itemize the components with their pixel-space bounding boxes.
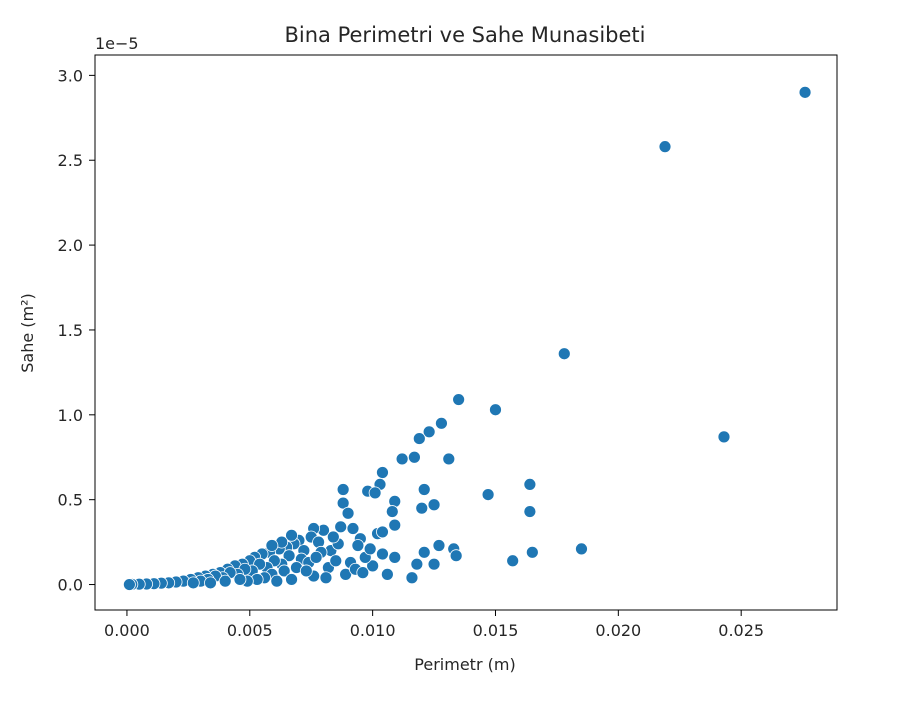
data-point (435, 416, 448, 430)
data-point (412, 432, 426, 445)
x-tick-label: 0.020 (595, 621, 641, 640)
data-point (395, 452, 409, 466)
x-tick-label: 0.025 (718, 621, 764, 640)
data-point (346, 522, 360, 535)
data-point (523, 477, 537, 491)
data-point (658, 140, 672, 154)
data-point (351, 539, 365, 552)
y-tick-label: 0.0 (58, 576, 83, 595)
plot-area (122, 85, 812, 591)
data-point (336, 496, 350, 510)
x-axis: 0.000 0.005 0.010 0.015 0.020 0.025 (104, 610, 764, 640)
data-point (299, 564, 313, 578)
data-point (363, 542, 377, 556)
data-point (405, 571, 419, 585)
data-point (368, 486, 382, 500)
data-point (798, 85, 812, 99)
data-point (376, 466, 389, 479)
data-point (376, 547, 389, 561)
data-point (122, 578, 136, 591)
data-point (336, 483, 350, 496)
data-point (388, 550, 402, 564)
x-tick-label: 0.010 (350, 621, 396, 640)
data-point (326, 530, 340, 544)
y-tick-label: 0.5 (58, 491, 83, 510)
data-point (334, 520, 348, 534)
data-point (186, 576, 200, 590)
data-point (417, 483, 431, 496)
data-point (233, 573, 247, 586)
data-point (277, 564, 291, 578)
data-point (415, 501, 429, 515)
data-point (270, 574, 284, 588)
data-point (432, 539, 446, 552)
data-point (557, 347, 571, 361)
data-point (282, 549, 296, 563)
data-point (388, 518, 402, 532)
data-point (427, 498, 441, 512)
data-point (449, 549, 463, 563)
data-point (285, 573, 298, 586)
y-offset-label: 1e−5 (95, 34, 139, 53)
data-point (525, 545, 539, 559)
y-tick-label: 2.0 (58, 236, 83, 255)
data-point (427, 557, 441, 571)
data-point (575, 542, 588, 556)
data-point (309, 550, 323, 564)
data-point (319, 571, 333, 585)
chart-title: Bina Perimetri ve Sahe Munasibeti (285, 23, 646, 47)
data-point (717, 430, 731, 444)
y-tick-label: 1.0 (58, 406, 83, 425)
data-point (380, 567, 394, 581)
y-tick-label: 1.5 (58, 321, 83, 340)
data-point (376, 525, 389, 539)
x-tick-label: 0.015 (473, 621, 519, 640)
axes-frame (94, 54, 838, 611)
data-point (341, 506, 355, 520)
data-point (506, 554, 520, 568)
data-point (489, 403, 502, 417)
y-tick-label: 2.5 (58, 151, 83, 170)
y-axis: 0.0 0.5 1.0 1.5 2.0 2.5 3.0 (58, 66, 95, 595)
y-tick-label: 3.0 (58, 66, 83, 85)
x-tick-label: 0.005 (227, 621, 273, 640)
data-point (422, 425, 436, 439)
data-point (417, 545, 431, 559)
data-point (442, 452, 456, 466)
x-axis-label: Perimetr (m) (414, 655, 515, 674)
data-point (329, 554, 343, 568)
data-point (407, 450, 421, 464)
data-point (452, 393, 466, 406)
data-point (410, 557, 424, 571)
data-point (366, 559, 380, 573)
data-point (356, 566, 370, 580)
data-point (385, 505, 399, 518)
data-point (218, 574, 232, 588)
data-point (265, 539, 279, 552)
data-point (523, 505, 537, 518)
data-point (285, 528, 298, 542)
data-point (204, 576, 217, 590)
x-tick-label: 0.000 (104, 621, 150, 640)
data-point (481, 488, 495, 501)
y-axis-label: Sahe (m²) (18, 293, 37, 373)
